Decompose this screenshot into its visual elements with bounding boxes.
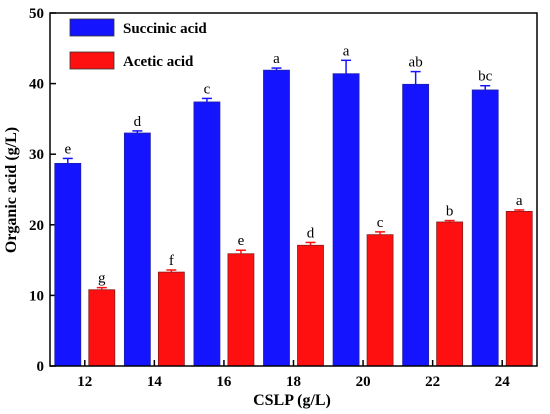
succinic-bar	[123, 132, 151, 367]
significance-label: a	[273, 51, 280, 67]
legend: Succinic acid Acetic acid	[69, 18, 207, 70]
legend-swatch-acetic	[69, 51, 115, 70]
legend-label-acetic: Acetic acid	[123, 54, 194, 70]
significance-label: c	[204, 81, 211, 97]
x-tick-label: 16	[216, 374, 232, 390]
significance-label: a	[343, 43, 350, 59]
y-tick-label: 20	[29, 218, 44, 234]
succinic-bar	[402, 83, 430, 367]
acetic-bar	[366, 234, 394, 367]
y-tick-label: 50	[29, 6, 44, 22]
x-tick-label: 24	[495, 374, 511, 390]
significance-label: g	[98, 271, 106, 287]
x-tick-label: 22	[425, 374, 440, 390]
acetic-bar	[436, 221, 464, 367]
y-tick-label: 0	[37, 359, 45, 375]
succinic-bar	[332, 73, 360, 367]
tick-labels: 0 10 20 30 40 50 12 e g 14 d f 16 c e 18 a d 20 a c 22 ab b 24 bc…	[29, 6, 523, 390]
significance-label: f	[169, 253, 174, 269]
legend-label-succinic: Succinic acid	[123, 21, 207, 37]
significance-label: d	[307, 225, 315, 241]
x-tick-label: 20	[356, 374, 371, 390]
x-tick-label: 18	[286, 374, 301, 390]
acetic-bar	[157, 271, 185, 367]
x-tick-label: 14	[147, 374, 163, 390]
acetic-bar	[505, 210, 533, 367]
y-tick-label: 10	[29, 288, 44, 304]
significance-label: ab	[409, 55, 423, 71]
acetic-bar	[227, 253, 255, 367]
significance-label: e	[64, 141, 71, 157]
succinic-bar	[54, 162, 82, 367]
succinic-bar	[471, 89, 499, 367]
y-axis-label: Organic acid (g/L)	[3, 127, 20, 253]
legend-swatch-succinic	[69, 18, 115, 37]
bars	[54, 59, 533, 367]
significance-label: bc	[478, 69, 493, 85]
significance-label: e	[238, 233, 245, 249]
plot-frame	[49, 12, 538, 367]
succinic-bar	[263, 69, 290, 367]
y-tick-label: 40	[29, 77, 44, 93]
significance-label: a	[516, 193, 523, 209]
significance-label: c	[377, 215, 384, 231]
significance-label: b	[446, 204, 454, 220]
x-tick-label: 12	[77, 374, 92, 390]
succinic-bar	[193, 101, 221, 367]
x-axis-label: CSLP (g/L)	[253, 392, 331, 409]
y-tick-label: 30	[29, 147, 44, 163]
acetic-bar	[88, 289, 116, 367]
acetic-bar	[297, 244, 324, 367]
significance-label: d	[134, 114, 142, 130]
